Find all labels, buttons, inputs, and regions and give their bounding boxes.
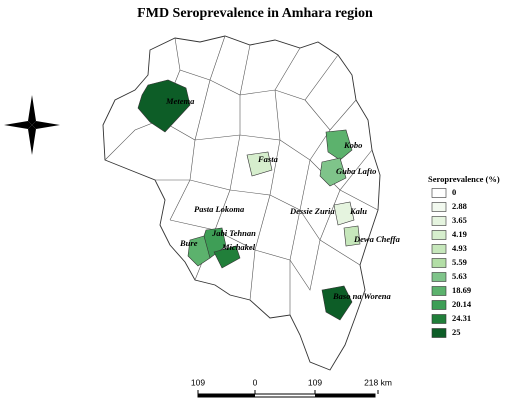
legend-title: Seroprevalence (%)	[428, 174, 500, 184]
scale-label: 109	[308, 377, 322, 387]
map-title: FMD Seroprevalence in Amhara region	[137, 6, 373, 21]
legend-label: 18.69	[452, 285, 471, 295]
legend-swatch	[431, 272, 447, 282]
compass	[4, 95, 60, 155]
legend-label: 4.19	[452, 229, 467, 239]
place-label: Jabi Tehnan	[211, 228, 256, 238]
legend-label: 5.63	[452, 271, 467, 281]
scale-label: 218 km	[364, 377, 392, 387]
legend-label: 24.31	[452, 313, 471, 323]
legend-label: 4.93	[452, 243, 467, 253]
place-label: Metema	[165, 96, 195, 106]
place-label: Bure	[179, 238, 198, 248]
legend-label: 5.59	[452, 257, 467, 267]
legend-swatch	[431, 188, 447, 198]
legend: Seroprevalence (%) 0 2.88 3.65 4.19 4.93 5.59…	[428, 174, 500, 338]
scale-label: 0	[253, 377, 258, 387]
place-label: Guba Lafto	[336, 166, 376, 176]
legend-label: 0	[452, 187, 456, 197]
scale-label: 109	[191, 377, 205, 387]
legend-label: 20.14	[452, 299, 472, 309]
legend-swatch	[431, 230, 447, 240]
legend-label: 2.88	[452, 201, 467, 211]
legend-label: 25	[452, 327, 461, 337]
legend-swatch	[431, 216, 447, 226]
place-labels: Metema Fasta Kobo Guba Lafto Pasta Lokom…	[165, 96, 401, 301]
legend-swatch	[431, 202, 447, 212]
legend-swatch	[431, 258, 447, 268]
legend-swatch	[431, 300, 447, 310]
place-label: Kobo	[343, 140, 362, 150]
place-label: Baso na Worena	[332, 291, 392, 301]
place-label: Dessie Zuria	[289, 206, 335, 216]
legend-label: 3.65	[452, 215, 467, 225]
legend-swatch	[431, 314, 447, 324]
region-map	[102, 35, 381, 371]
scale-bar: 109 0 109 218 km	[191, 377, 392, 398]
place-label: Fasta	[257, 154, 279, 164]
legend-swatch	[431, 328, 447, 338]
place-label: Pasta Lokoma	[194, 204, 245, 214]
legend-swatch	[431, 286, 447, 296]
place-label: Michakel	[221, 242, 256, 252]
place-label: Kalu	[349, 206, 367, 216]
legend-swatch	[431, 244, 447, 254]
place-label: Dewa Cheffa	[353, 234, 401, 244]
